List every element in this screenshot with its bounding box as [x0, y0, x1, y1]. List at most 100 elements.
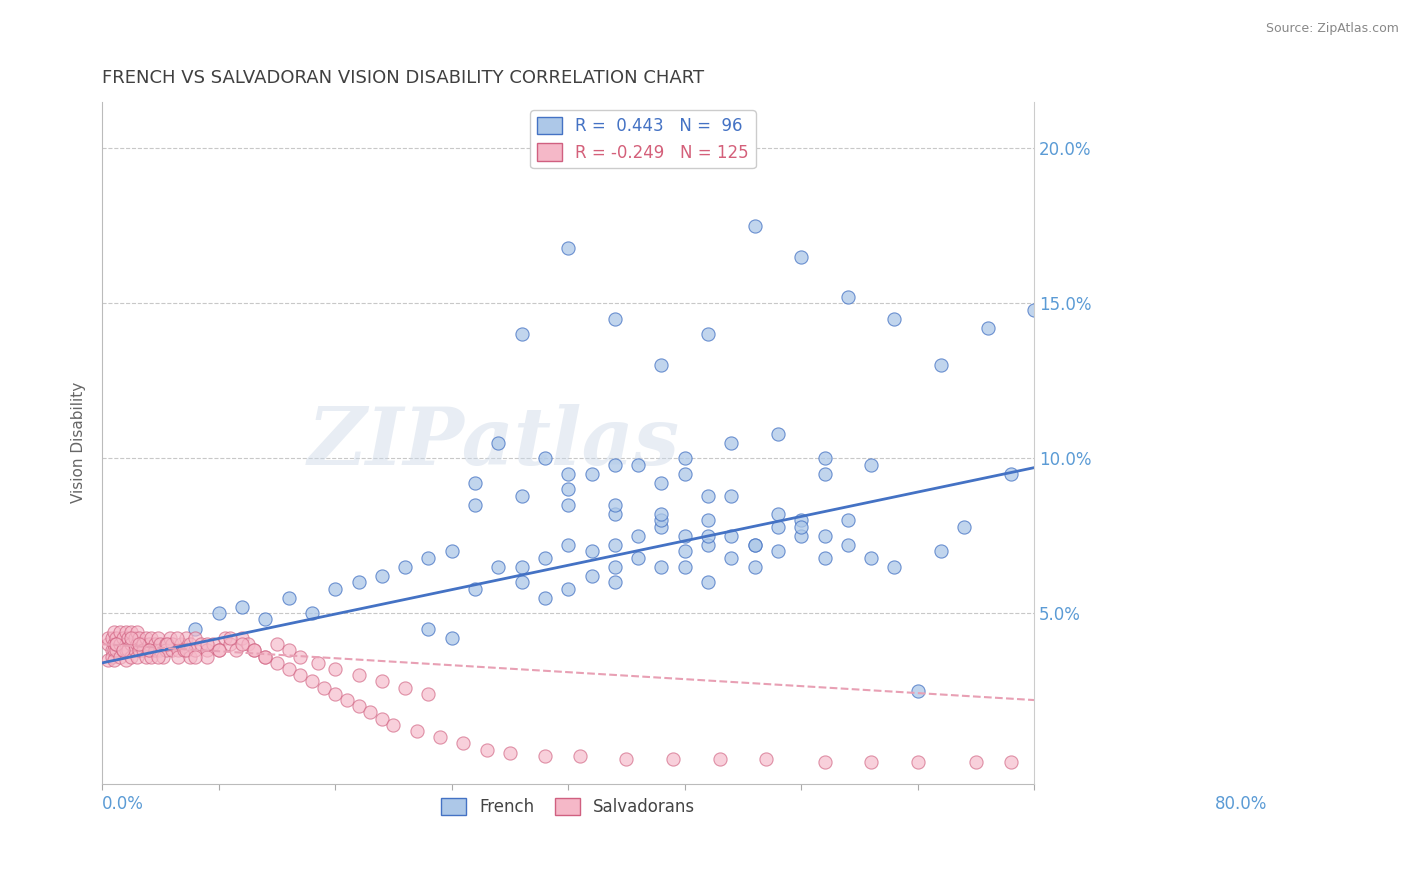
Point [627, 458, 650, 472]
Point [174, 643, 197, 657]
Point [167, 643, 190, 657]
Point [965, 755, 987, 769]
Point [236, 637, 259, 651]
Point [405, 724, 427, 739]
Point [650, 507, 672, 521]
Text: 80.0%: 80.0% [1215, 795, 1267, 813]
Point [418, 550, 440, 565]
Point [453, 736, 475, 750]
Point [697, 327, 720, 342]
Point [1024, 302, 1046, 317]
Point [557, 498, 579, 512]
Point [650, 513, 672, 527]
Point [155, 637, 177, 651]
Point [190, 637, 212, 651]
Point [557, 241, 579, 255]
Point [860, 755, 883, 769]
Point [120, 631, 142, 645]
Point [108, 649, 131, 664]
Point [662, 752, 685, 766]
Point [103, 643, 125, 657]
Point [174, 631, 197, 645]
Point [242, 643, 264, 657]
Point [127, 637, 149, 651]
Point [603, 575, 626, 590]
Point [254, 649, 277, 664]
Point [160, 637, 183, 651]
Point [159, 631, 181, 645]
Point [120, 624, 142, 639]
Point [266, 656, 288, 670]
Point [138, 643, 160, 657]
Text: 0.0%: 0.0% [103, 795, 143, 813]
Point [720, 435, 742, 450]
Point [143, 637, 166, 651]
Point [173, 643, 195, 657]
Point [347, 668, 370, 682]
Point [208, 643, 231, 657]
Point [138, 637, 160, 651]
Point [124, 631, 146, 645]
Point [105, 643, 128, 657]
Point [114, 643, 136, 657]
Point [603, 559, 626, 574]
Point [100, 649, 122, 664]
Point [837, 290, 859, 304]
Point [124, 643, 146, 657]
Point [135, 649, 157, 664]
Point [103, 637, 125, 651]
Point [534, 550, 557, 565]
Point [323, 662, 346, 676]
Point [307, 656, 329, 670]
Point [1000, 467, 1022, 481]
Point [112, 643, 135, 657]
Point [697, 538, 720, 552]
Point [184, 631, 207, 645]
Point [510, 489, 533, 503]
Point [673, 544, 696, 558]
Point [650, 559, 672, 574]
Point [208, 607, 231, 621]
Point [120, 637, 142, 651]
Point [1000, 755, 1022, 769]
Point [112, 631, 135, 645]
Point [179, 649, 201, 664]
Point [184, 622, 207, 636]
Point [766, 519, 789, 533]
Point [744, 219, 766, 233]
Point [720, 550, 742, 565]
Point [160, 643, 183, 657]
Point [557, 483, 579, 497]
Point [475, 742, 498, 756]
Point [418, 622, 440, 636]
Point [371, 569, 394, 583]
Point [837, 538, 859, 552]
Point [225, 643, 247, 657]
Point [499, 746, 522, 760]
Point [557, 538, 579, 552]
Point [429, 731, 451, 745]
Point [534, 451, 557, 466]
Point [766, 544, 789, 558]
Point [120, 649, 142, 664]
Point [336, 693, 359, 707]
Point [790, 519, 813, 533]
Point [813, 550, 835, 565]
Point [195, 637, 218, 651]
Point [603, 458, 626, 472]
Point [813, 467, 835, 481]
Point [105, 637, 128, 651]
Point [105, 637, 128, 651]
Point [103, 653, 125, 667]
Point [184, 643, 207, 657]
Point [114, 637, 136, 651]
Point [371, 674, 394, 689]
Point [138, 643, 160, 657]
Point [744, 538, 766, 552]
Point [166, 631, 188, 645]
Point [883, 559, 905, 574]
Point [627, 550, 650, 565]
Point [128, 637, 150, 651]
Point [976, 321, 998, 335]
Point [650, 359, 672, 373]
